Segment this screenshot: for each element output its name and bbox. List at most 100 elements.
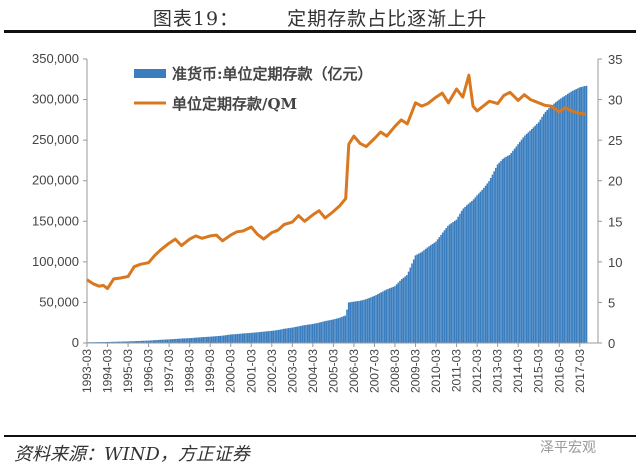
bar — [351, 301, 353, 343]
bar — [561, 97, 564, 343]
bar — [375, 295, 377, 343]
bar — [205, 336, 208, 343]
bar — [443, 230, 446, 343]
x-axis-tick-label: 2009-03 — [409, 349, 423, 393]
bar — [303, 325, 306, 343]
bar — [281, 329, 283, 343]
bar — [418, 253, 420, 343]
bar — [335, 318, 338, 343]
right-axis-tick-label: 0 — [608, 336, 615, 351]
bar — [257, 332, 259, 343]
bar — [123, 341, 126, 343]
bar — [188, 338, 191, 343]
bar — [387, 288, 389, 343]
bar — [296, 326, 299, 343]
bar — [447, 225, 449, 343]
bar — [558, 99, 560, 343]
bar — [176, 338, 179, 343]
bar — [116, 341, 119, 343]
source-note: 资料来源：WIND，方正证券 — [14, 444, 250, 465]
bar — [264, 331, 266, 343]
bar — [433, 242, 436, 343]
bar — [140, 340, 143, 343]
bar — [438, 237, 441, 343]
bar — [479, 191, 482, 343]
bar — [246, 333, 249, 343]
bar — [130, 341, 133, 343]
bar — [572, 90, 574, 344]
x-axis-tick-label: 1994-03 — [101, 349, 115, 393]
bar — [416, 254, 418, 343]
bar — [402, 277, 405, 343]
bar — [457, 216, 460, 343]
bar — [190, 337, 193, 343]
left-axis-tick-label: 0 — [72, 335, 79, 350]
bar — [288, 328, 290, 343]
bar — [149, 340, 152, 343]
bar — [320, 322, 323, 343]
bar — [507, 155, 509, 343]
bar — [122, 341, 124, 343]
left-axis-tick-label: 300,000 — [32, 92, 79, 107]
bar — [222, 335, 225, 343]
bar — [551, 104, 554, 343]
bar — [342, 316, 345, 343]
bar — [435, 241, 437, 343]
right-axis-tick-label: 25 — [608, 133, 622, 148]
left-axis-tick-label: 250,000 — [32, 132, 79, 147]
bar — [411, 263, 413, 343]
bar — [282, 328, 285, 343]
bar — [185, 338, 187, 343]
bar — [536, 123, 538, 343]
bar — [202, 337, 205, 343]
bar — [317, 322, 319, 343]
bar — [573, 89, 576, 343]
left-axis-tick-label: 200,000 — [32, 173, 79, 188]
bar — [442, 232, 444, 343]
bar — [274, 330, 276, 343]
left-axis-tick-label: 100,000 — [32, 254, 79, 269]
bar — [546, 110, 548, 343]
bar — [354, 301, 357, 343]
bar — [464, 206, 466, 343]
bar — [560, 98, 562, 343]
x-axis-tick-label: 2000-03 — [224, 349, 238, 393]
bar — [380, 292, 383, 343]
bar — [554, 102, 557, 344]
bar — [388, 288, 391, 343]
bar — [471, 201, 473, 343]
bar — [522, 137, 525, 343]
bar — [118, 341, 121, 343]
x-axis-tick-label: 2004-03 — [306, 349, 320, 393]
bar — [407, 271, 410, 343]
bar — [489, 178, 492, 343]
bar — [272, 330, 275, 343]
x-axis-tick-label: 2007-03 — [367, 349, 381, 393]
x-axis-tick-label: 2017-03 — [573, 349, 587, 393]
x-axis-tick-label: 2016-03 — [552, 349, 566, 393]
bar — [575, 89, 578, 343]
bar — [216, 336, 218, 343]
bar — [465, 205, 468, 343]
bar — [276, 330, 278, 343]
bar — [226, 334, 229, 343]
bar — [539, 119, 542, 343]
bar — [193, 337, 196, 343]
bar — [214, 336, 217, 343]
bar — [455, 219, 458, 343]
bar — [585, 85, 588, 343]
bar — [483, 187, 485, 343]
x-axis-tick-label: 1997-03 — [162, 349, 176, 393]
bar — [563, 96, 566, 343]
bar — [270, 330, 273, 343]
bar — [279, 329, 282, 343]
bar — [359, 300, 362, 343]
bar — [291, 327, 294, 343]
bar — [173, 339, 175, 343]
bar — [323, 321, 326, 343]
bar — [472, 199, 475, 343]
bar — [508, 154, 511, 343]
x-axis-tick-label: 2001-03 — [244, 349, 258, 393]
bar — [570, 91, 572, 343]
bar — [378, 293, 381, 343]
